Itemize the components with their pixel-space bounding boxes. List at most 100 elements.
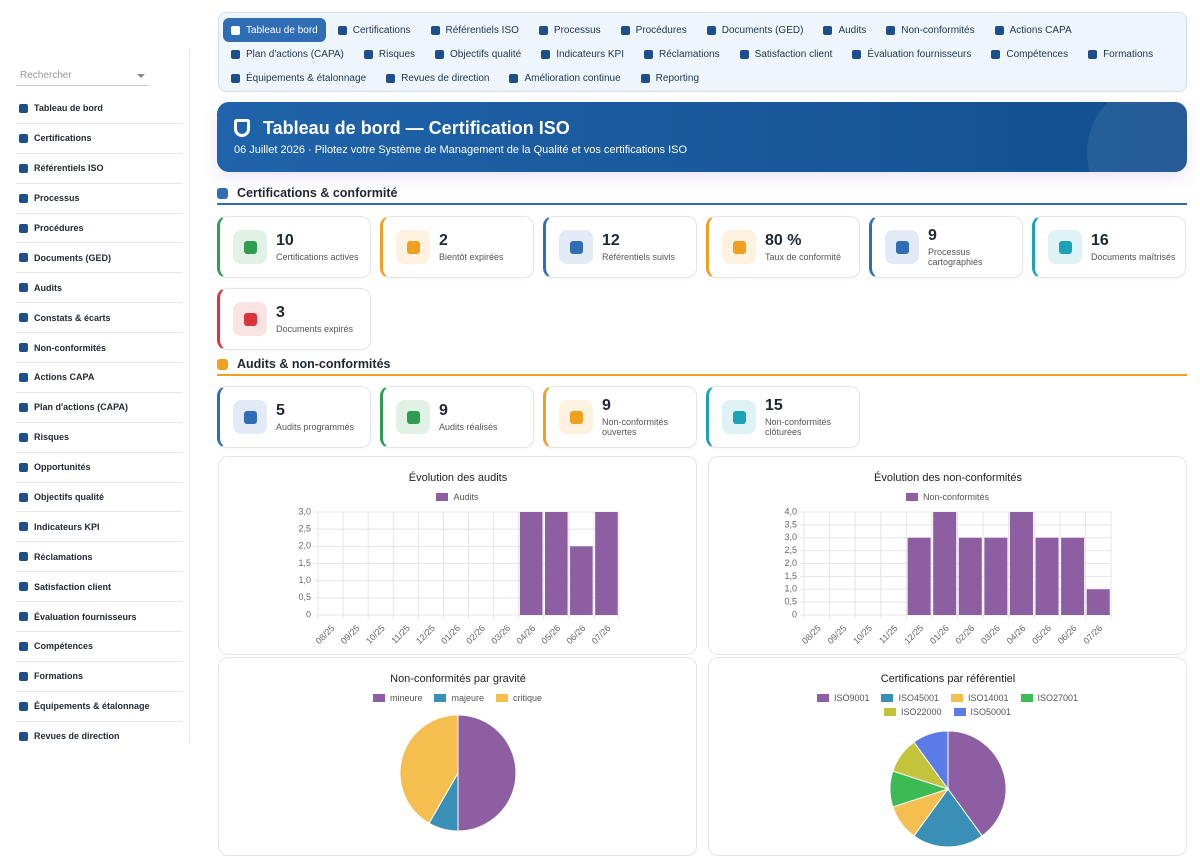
y-tick-label: 1,5 bbox=[298, 558, 311, 568]
nav-item[interactable]: Documents (GED) bbox=[699, 18, 812, 42]
sidebar-item[interactable]: Équipements & étalonnage bbox=[16, 692, 183, 722]
nav-label: Reporting bbox=[655, 72, 700, 84]
legend-swatch bbox=[905, 493, 918, 501]
nav-item[interactable]: Évaluation fournisseurs bbox=[844, 42, 979, 66]
nav-label: Audits bbox=[838, 24, 867, 36]
sidebar-item[interactable]: Risques bbox=[16, 423, 183, 453]
kpi-icon bbox=[885, 230, 919, 264]
kpi-text: 3 Documents expirés bbox=[276, 304, 353, 334]
kpi-card: 10 Certifications actives bbox=[217, 216, 371, 278]
legend-label: ISO14001 bbox=[968, 693, 1009, 703]
kpi-label: Audits programmés bbox=[276, 422, 355, 432]
nav-item[interactable]: Reporting bbox=[633, 66, 707, 90]
x-tick-label: 12/25 bbox=[902, 623, 925, 646]
kpi-value: 9 bbox=[928, 227, 937, 244]
sidebar-item[interactable]: Satisfaction client bbox=[16, 572, 183, 603]
icon bbox=[386, 73, 396, 83]
nav-label: Indicateurs KPI bbox=[556, 48, 624, 60]
nav-label: Documents (GED) bbox=[721, 24, 804, 36]
sidebar-item[interactable]: Indicateurs KPI bbox=[16, 512, 183, 543]
x-tick-label: 09/25 bbox=[825, 623, 848, 646]
sidebar-item[interactable]: Documents (GED) bbox=[16, 243, 183, 274]
nav-item[interactable]: Objectifs qualité bbox=[427, 42, 529, 66]
sidebar-label: Plan d'actions (CAPA) bbox=[34, 402, 128, 413]
sidebar-item[interactable]: Audits bbox=[16, 273, 183, 304]
nav-item[interactable]: Compétences bbox=[983, 42, 1076, 66]
sidebar-item[interactable]: Objectifs qualité bbox=[16, 483, 183, 513]
legend-label: mineure bbox=[389, 693, 423, 703]
y-tick-label: 0,5 bbox=[784, 597, 797, 607]
legend: ISO9001 ISO45001 ISO14001 ISO27001 ISO22000 I… bbox=[709, 693, 1186, 717]
x-tick-label: 10/25 bbox=[364, 623, 387, 646]
nav-item[interactable]: Tableau de bord bbox=[223, 18, 326, 42]
sidebar-item[interactable]: Revues de direction bbox=[16, 722, 183, 743]
nav-item[interactable]: Plan d'actions (CAPA) bbox=[223, 42, 352, 66]
x-tick-label: 02/26 bbox=[464, 623, 487, 646]
decoration bbox=[1087, 102, 1187, 172]
nav-item[interactable]: Réclamations bbox=[636, 42, 728, 66]
sidebar-item[interactable]: Plan d'actions (CAPA) bbox=[16, 393, 183, 423]
sidebar-item[interactable]: Non-conformités bbox=[16, 333, 183, 364]
sidebar-item[interactable]: Référentiels ISO bbox=[16, 154, 183, 184]
legend-swatch bbox=[372, 694, 385, 702]
nav-label: Référentiels ISO bbox=[445, 24, 519, 36]
nav-item[interactable]: Revues de direction bbox=[378, 66, 497, 90]
sidebar-item[interactable]: Évaluation fournisseurs bbox=[16, 602, 183, 633]
y-tick-label: 2,5 bbox=[784, 545, 797, 555]
page: *{box-sizing:border-box} body{margin:0;w… bbox=[0, 0, 1200, 743]
nav-item[interactable]: Référentiels ISO bbox=[423, 18, 527, 42]
nav-item[interactable]: Certifications bbox=[330, 18, 419, 42]
sidebar-item[interactable]: Compétences bbox=[16, 632, 183, 662]
sidebar-item[interactable]: Actions CAPA bbox=[16, 363, 183, 393]
header-title: Tableau de bord — Certification ISO bbox=[263, 118, 570, 138]
nav-item[interactable]: Formations bbox=[1080, 42, 1161, 66]
nav-label: Satisfaction client bbox=[754, 48, 833, 60]
sidebar-label: Réclamations bbox=[34, 551, 93, 562]
kpi-text: 2 Bientôt expirées bbox=[439, 232, 504, 262]
nav-item[interactable]: Indicateurs KPI bbox=[533, 42, 632, 66]
chart: Évolution des audits 0 0,5 1,0 1,5 2,0 2,5 3,0 0… bbox=[298, 471, 620, 646]
search-select[interactable]: Rechercher bbox=[16, 66, 149, 86]
nav-item[interactable]: Équipements & étalonnage bbox=[223, 66, 374, 90]
chart-title: Certifications par référentiel bbox=[881, 673, 1016, 685]
icon bbox=[19, 223, 28, 233]
sidebar-item[interactable]: Formations bbox=[16, 662, 183, 692]
sidebar-item[interactable]: Tableau de bord bbox=[16, 94, 183, 124]
bar bbox=[958, 537, 982, 615]
nav-item[interactable]: Risques bbox=[356, 42, 423, 66]
kpi-value: 80 % bbox=[765, 232, 802, 249]
sidebar-item[interactable]: Réclamations bbox=[16, 542, 183, 573]
icon bbox=[19, 582, 28, 592]
kpi-value: 9 bbox=[439, 402, 448, 419]
y-tick-label: 2,0 bbox=[784, 558, 797, 568]
kpi-icon bbox=[559, 230, 593, 264]
nav-label: Amélioration continue bbox=[524, 72, 621, 84]
kpi-label: Taux de conformité bbox=[765, 252, 842, 262]
nav-label: Formations bbox=[1103, 48, 1154, 60]
icon bbox=[538, 25, 548, 35]
icon bbox=[19, 402, 28, 412]
kpi-label: Processus cartographiés bbox=[928, 247, 983, 267]
nav-item[interactable]: Amélioration continue bbox=[501, 66, 628, 90]
bar bbox=[595, 512, 618, 615]
legend-swatch bbox=[881, 694, 894, 702]
nav-item[interactable]: Satisfaction client bbox=[732, 42, 841, 66]
legend-label: ISO9001 bbox=[833, 693, 870, 703]
x-tick-label: 06/26 bbox=[564, 623, 587, 646]
icon bbox=[19, 343, 28, 353]
y-tick-label: 0 bbox=[306, 609, 311, 619]
nav-item[interactable]: Actions CAPA bbox=[987, 18, 1080, 42]
nav-item[interactable]: Procédures bbox=[613, 18, 695, 42]
icon bbox=[19, 701, 28, 711]
nav-item[interactable]: Non-conformités bbox=[878, 18, 982, 42]
sidebar-item[interactable]: Constats & écarts bbox=[16, 303, 183, 334]
sidebar-item[interactable]: Opportunités bbox=[16, 453, 183, 483]
sidebar-item[interactable]: Processus bbox=[16, 184, 183, 214]
sidebar-item[interactable]: Certifications bbox=[16, 124, 183, 154]
sidebar-item[interactable]: Procédures bbox=[16, 214, 183, 244]
nav-item[interactable]: Processus bbox=[531, 18, 609, 42]
nav-item[interactable]: Audits bbox=[815, 18, 874, 42]
y-tick-label: 1,0 bbox=[784, 584, 797, 594]
kpi-text: 9 Audits réalisés bbox=[439, 402, 498, 432]
kpi-value: 5 bbox=[276, 402, 285, 419]
